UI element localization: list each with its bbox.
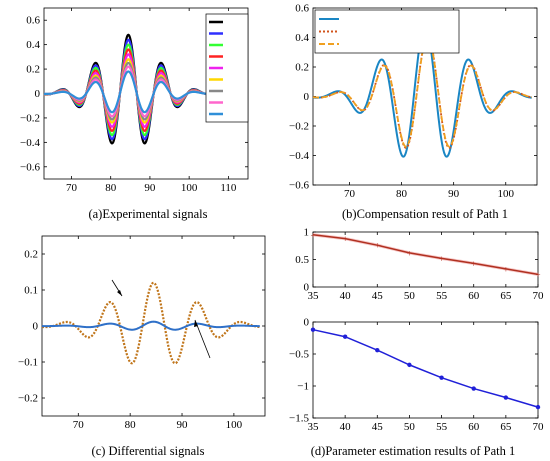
x-tick-label: 55 <box>436 421 448 433</box>
y-tick-label: −0.6 <box>20 161 40 173</box>
y-tick-label: 0.2 <box>295 62 309 74</box>
caption-c: (c) Differential signals <box>92 444 205 458</box>
x-tick-label: 70 <box>73 419 85 431</box>
data-point-marker: + <box>471 259 476 269</box>
y-tick-label: −0.6 <box>289 180 309 192</box>
x-tick-label: 90 <box>177 419 189 431</box>
y-tick-label: 0 <box>304 317 310 329</box>
y-tick-label: −0.2 <box>18 393 38 405</box>
y-tick-label: 0 <box>35 88 41 100</box>
x-tick-label: 90 <box>144 182 156 194</box>
series-line-70c <box>43 70 209 114</box>
caption-b: (b)Compensation result of Path 1 <box>342 207 508 221</box>
x-tick-label: 60 <box>468 290 480 302</box>
x-tick-label: 80 <box>396 188 408 200</box>
data-point-marker: + <box>503 264 508 274</box>
data-point-marker <box>310 327 316 332</box>
x-tick-label: 70 <box>533 290 545 302</box>
x-tick-label: 50 <box>404 421 416 433</box>
data-point-marker <box>375 347 380 353</box>
x-tick-label: 80 <box>105 182 117 194</box>
x-tick-label: 40 <box>340 421 352 433</box>
x-tick-label: 35 <box>308 290 320 302</box>
caption-d: (d)Parameter estimation results of Path … <box>311 444 515 458</box>
y-tick-label: 0.2 <box>24 249 38 261</box>
data-point-marker: + <box>310 230 315 240</box>
y-tick-label: −1.5 <box>289 413 309 425</box>
y-tick-label: 0 <box>304 282 310 294</box>
caption-a: (a)Experimental signals <box>88 207 207 221</box>
plot-frame <box>312 321 539 419</box>
annotation-2-arrow <box>194 319 211 359</box>
data-point-marker <box>342 334 348 339</box>
series-line-2 <box>41 320 260 331</box>
y-tick-label: 0 <box>33 321 39 333</box>
series-line-3 <box>312 36 532 148</box>
data-point-marker: + <box>407 248 412 258</box>
panel-d-phase-factor: 35 40 45 50 55 60 65 70 −1.5 −1 −0.5 0 <box>289 317 544 434</box>
data-point-marker: + <box>375 241 380 251</box>
y-tick-label: 0.6 <box>26 15 40 27</box>
amplitude-factor-line <box>312 234 539 276</box>
x-tick-label: 90 <box>448 188 460 200</box>
legend-box <box>314 9 460 54</box>
y-tick-label: 0.4 <box>295 32 309 44</box>
annotation-1-arrowhead <box>117 290 122 296</box>
y-tick-label: −0.4 <box>20 137 40 149</box>
data-point-marker <box>471 386 476 391</box>
x-tick-label: 55 <box>436 290 448 302</box>
x-tick-label: 40 <box>340 290 352 302</box>
y-tick-label: −0.2 <box>20 112 40 124</box>
x-tick-label: 100 <box>181 182 198 194</box>
x-tick-label: 70 <box>66 182 78 194</box>
x-tick-label: 50 <box>404 290 416 302</box>
y-tick-label: 1 <box>304 227 310 239</box>
x-tick-label: 45 <box>372 290 384 302</box>
y-tick-label: 0.2 <box>26 64 40 76</box>
data-point-marker: + <box>439 254 444 264</box>
data-point-marker: + <box>535 270 540 280</box>
data-point-marker <box>439 375 444 380</box>
x-tick-label: 70 <box>533 421 545 433</box>
x-tick-label: 35 <box>308 421 320 433</box>
x-tick-label: 65 <box>500 421 512 433</box>
x-tick-label: 60 <box>468 421 480 433</box>
x-tick-label: 80 <box>125 419 137 431</box>
panel-d-amplitude-factor: 0 0.5 1 35 40 45 50 55 60 65 70 + + + + + + + + <box>295 227 544 303</box>
panel-b-compensation-result: 70 80 90 100 −0.6 −0.4 −0.2 0 0.2 0.4 0.6 <box>289 3 538 200</box>
data-point-marker <box>407 362 412 368</box>
annotation-2-arrowhead <box>194 320 198 327</box>
x-tick-label: 100 <box>226 419 243 431</box>
y-tick-label: −0.5 <box>289 349 309 361</box>
y-tick-label: −0.1 <box>18 357 38 369</box>
y-tick-label: −0.2 <box>289 121 309 133</box>
data-point-marker: + <box>343 234 348 244</box>
y-tick-label: −0.4 <box>289 150 309 162</box>
panel-a-experimental-signals: 70 80 90 100 110 −0.6 −0.4 −0.2 0 0.2 0.4 0.6 <box>20 7 249 194</box>
panel-c-differential-signals: 70 80 90 100 −0.2 −0.1 0 0.1 0.2 <box>18 235 266 431</box>
data-point-marker <box>503 395 509 400</box>
x-tick-label: 45 <box>372 421 384 433</box>
x-tick-label: 70 <box>344 188 356 200</box>
series-line-1 <box>41 281 260 365</box>
phase-factor-line <box>312 328 539 408</box>
y-tick-label: 0.4 <box>26 39 40 51</box>
x-tick-label: 110 <box>220 182 237 194</box>
data-point-marker <box>535 404 541 410</box>
y-tick-label: 0 <box>304 91 310 103</box>
y-tick-label: 0.5 <box>295 254 309 266</box>
x-tick-label: 100 <box>497 188 514 200</box>
y-tick-label: −1 <box>297 381 309 393</box>
y-tick-label: 0.6 <box>295 3 309 15</box>
y-tick-label: 0.1 <box>24 285 38 297</box>
x-tick-label: 65 <box>500 290 512 302</box>
